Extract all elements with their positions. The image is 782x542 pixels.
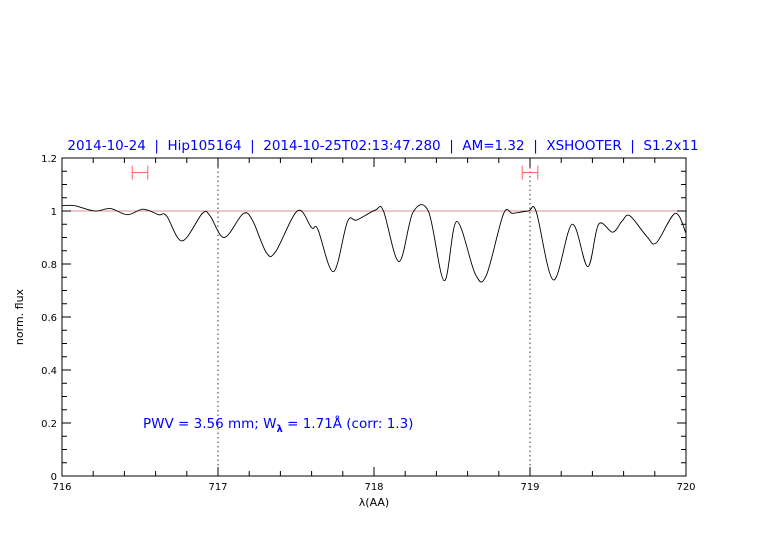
x-tick-label: 717 (208, 482, 227, 493)
annotation-pre: PWV = 3.56 mm; W (143, 416, 276, 432)
x-tick-label: 720 (676, 482, 695, 493)
y-tick-label: 1.2 (41, 154, 57, 165)
chart-title: 2014-10-24 | Hip105164 | 2014-10-25T02:1… (67, 138, 698, 154)
y-tick-label: 0.8 (41, 260, 57, 271)
pwv-annotation: PWV = 3.56 mm; Wλ = 1.71Å (corr: 1.3) (143, 415, 413, 435)
y-tick-label: 0.6 (41, 313, 57, 324)
annotation-subscript: λ (276, 424, 283, 435)
x-tick-label: 716 (52, 482, 71, 493)
spectrum-line (61, 204, 687, 283)
y-tick-label: 0.4 (41, 366, 57, 377)
y-axis-label: norm. flux (13, 288, 26, 345)
x-tick-label: 719 (520, 482, 539, 493)
annotation-post: = 1.71Å (corr: 1.3) (283, 415, 414, 432)
y-tick-label: 1 (51, 207, 57, 218)
x-axis-label: λ(AA) (359, 496, 389, 509)
x-tick-label: 718 (364, 482, 383, 493)
y-tick-label: 0 (51, 472, 57, 483)
y-tick-label: 0.2 (41, 419, 57, 430)
